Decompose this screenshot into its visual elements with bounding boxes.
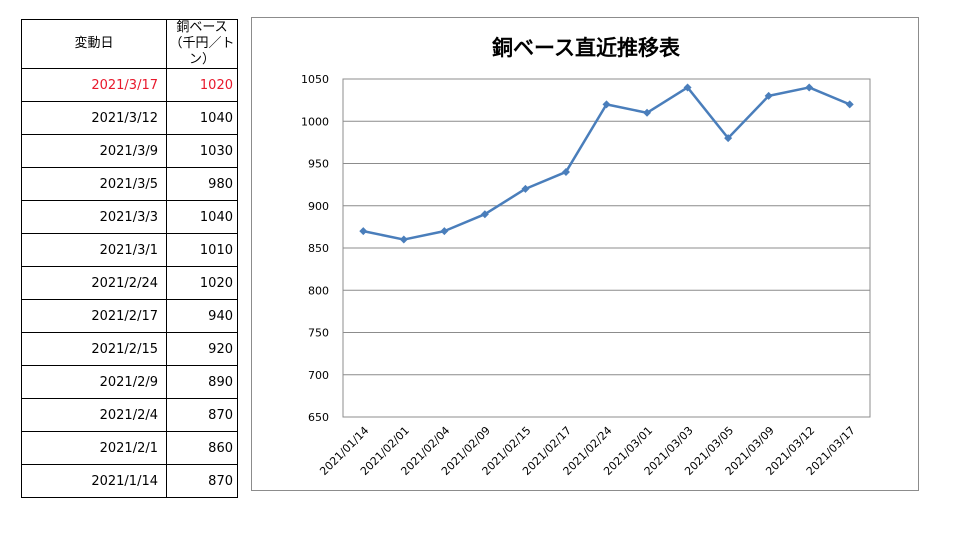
table-row: 2021/3/12 1040 [21, 101, 238, 135]
data-point [724, 134, 733, 143]
row-date: 2021/2/24 [21, 266, 167, 300]
table-row: 2021/2/4 870 [21, 398, 238, 432]
header-price: 銅ベース （千円／トン） [166, 19, 238, 69]
table-row: 2021/2/17 940 [21, 299, 238, 333]
plot-area [342, 78, 871, 418]
table-row: 2021/1/14 870 [21, 464, 238, 498]
table-header-row: 変動日 銅ベース （千円／トン） [21, 19, 238, 69]
table-row: 2021/2/1 860 [21, 431, 238, 465]
y-tick-label: 700 [308, 369, 329, 382]
row-date: 2021/2/17 [21, 299, 167, 333]
data-point [845, 100, 854, 109]
gridlines [343, 78, 870, 418]
table-row: 2021/2/9 890 [21, 365, 238, 399]
row-price: 920 [166, 332, 238, 366]
row-date: 2021/3/17 [21, 68, 167, 102]
row-date: 2021/2/9 [21, 365, 167, 399]
y-tick-label: 850 [308, 242, 329, 255]
row-price: 1040 [166, 200, 238, 234]
row-price: 860 [166, 431, 238, 465]
row-price: 870 [166, 398, 238, 432]
data-point [521, 184, 530, 193]
row-date: 2021/2/1 [21, 431, 167, 465]
row-price: 870 [166, 464, 238, 498]
row-date: 2021/3/9 [21, 134, 167, 168]
data-point [359, 227, 368, 236]
row-date: 2021/3/5 [21, 167, 167, 201]
data-point [764, 91, 773, 100]
table-row: 2021/3/3 1040 [21, 200, 238, 234]
row-price: 890 [166, 365, 238, 399]
header-date: 変動日 [21, 19, 167, 69]
data-point [440, 227, 449, 236]
data-point [805, 83, 814, 92]
series-group [359, 83, 854, 244]
line-chart: 銅ベース直近推移表 65070075080085090095010001050 … [301, 36, 871, 478]
row-price: 1030 [166, 134, 238, 168]
data-point [480, 210, 489, 219]
data-point [561, 167, 570, 176]
row-date: 2021/3/1 [21, 233, 167, 267]
row-price: 940 [166, 299, 238, 333]
row-price: 1020 [166, 266, 238, 300]
row-price: 1020 [166, 68, 238, 102]
data-point [683, 83, 692, 92]
row-date: 2021/2/4 [21, 398, 167, 432]
row-price: 980 [166, 167, 238, 201]
y-tick-label: 950 [308, 158, 329, 171]
y-tick-label: 750 [308, 327, 329, 340]
row-price: 1040 [166, 101, 238, 135]
row-price: 1010 [166, 233, 238, 267]
table-row: 2021/2/24 1020 [21, 266, 238, 300]
y-tick-label: 900 [308, 200, 329, 213]
y-tick-label: 800 [308, 284, 329, 297]
data-point [602, 100, 611, 109]
chart-frame: 銅ベース直近推移表 650 700 750 800 850 900 950 1000 1050 … [251, 17, 919, 491]
table-row: 2021/3/5 980 [21, 167, 238, 201]
table-row: 2021/3/9 1030 [21, 134, 238, 168]
price-table: 変動日 銅ベース （千円／トン） 2021/3/17 1020 2021/3/12 1… [21, 19, 238, 498]
data-point [399, 235, 408, 244]
header-price-line1: 銅ベース [176, 20, 228, 35]
row-date: 2021/3/12 [21, 101, 167, 135]
row-date: 2021/1/14 [21, 464, 167, 498]
table-row: 2021/2/15 920 [21, 332, 238, 366]
row-date: 2021/2/15 [21, 332, 167, 366]
table-body: 2021/3/17 1020 2021/3/12 1040 2021/3/9 1030 20… [21, 68, 238, 498]
table-row: 2021/3/1 1010 [21, 233, 238, 267]
y-tick-label: 1050 [301, 73, 329, 86]
y-tick-label: 1000 [301, 115, 329, 128]
chart-title: 銅ベース直近推移表 [492, 36, 681, 60]
row-date: 2021/3/3 [21, 200, 167, 234]
x-axis-labels: 2021/01/142021/02/012021/02/042021/02/09… [317, 424, 857, 478]
data-point [643, 108, 652, 117]
table-row: 2021/3/17 1020 [21, 68, 238, 102]
y-tick-label: 650 [308, 411, 329, 424]
header-price-line2: （千円／トン） [169, 36, 235, 67]
y-axis-labels: 650 700 750 800 850 900 950 1000 1050 [301, 73, 329, 424]
